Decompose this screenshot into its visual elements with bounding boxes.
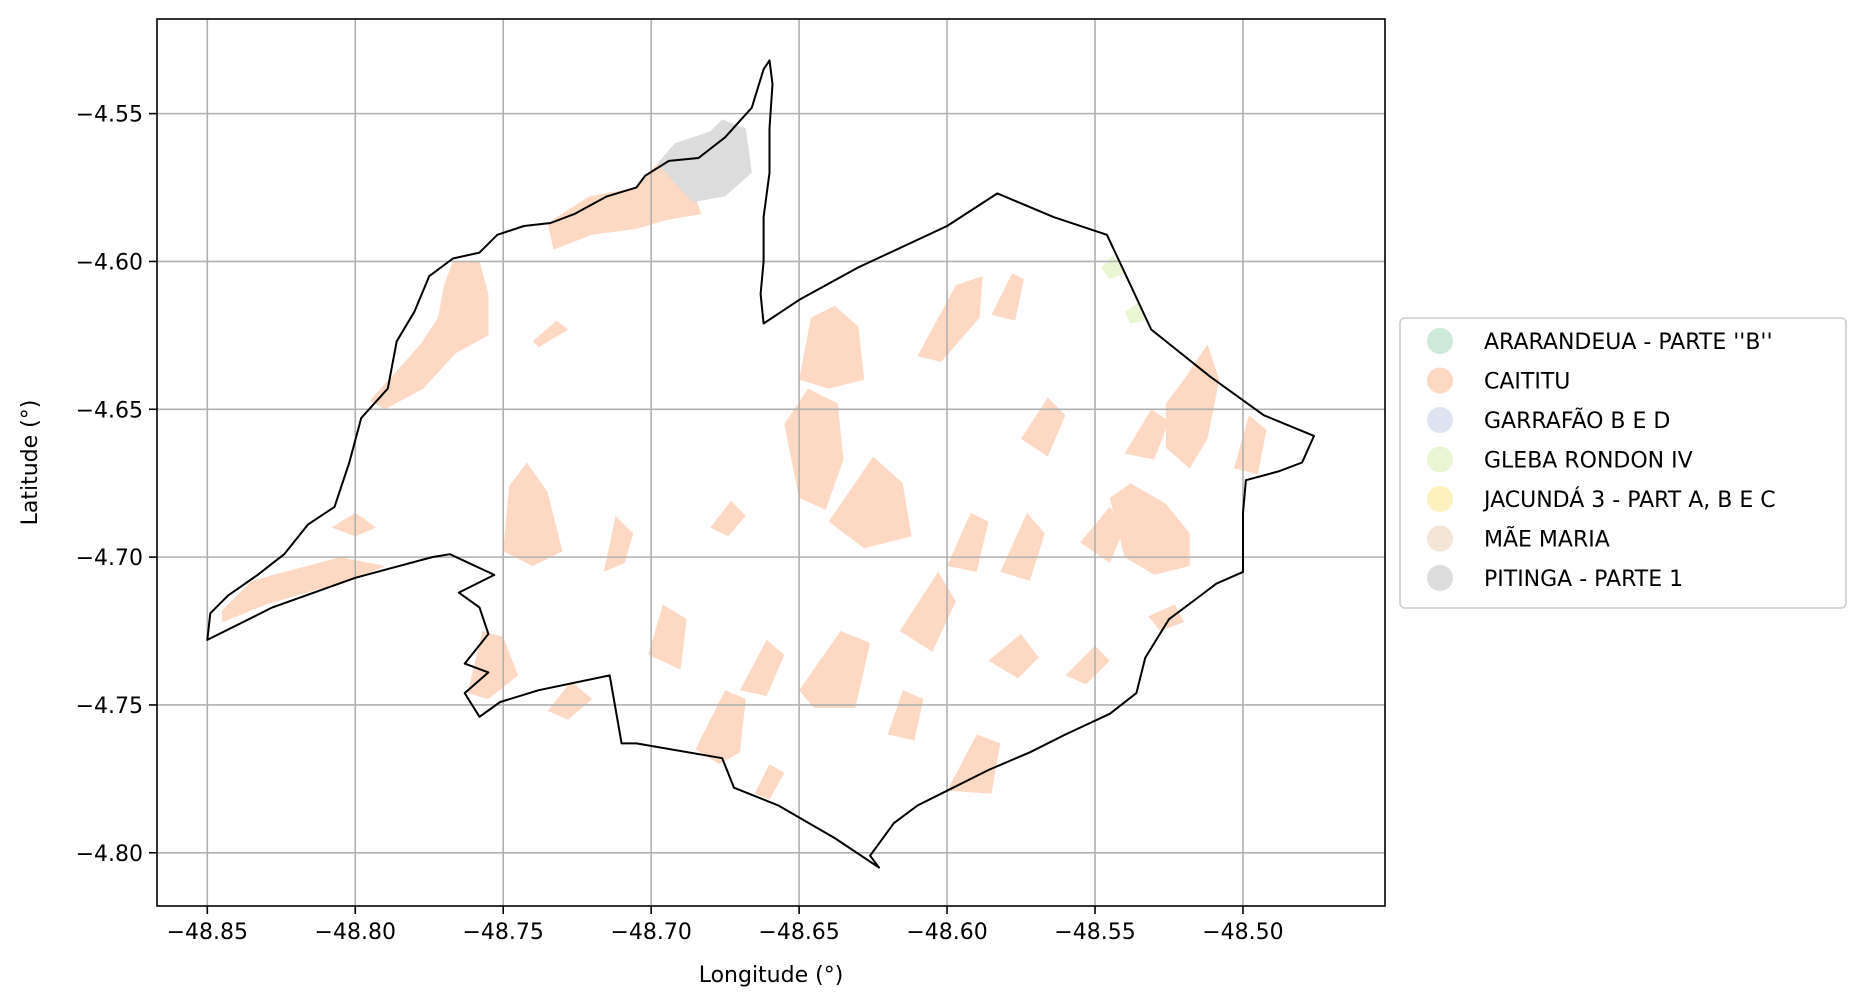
y-tick-label-2: −4.65 [76, 398, 143, 423]
region-caititu-18 [887, 690, 924, 741]
region-caititu-1 [547, 163, 702, 250]
region-caititu-14 [799, 305, 865, 389]
region-caititu-23 [1000, 512, 1045, 581]
region-caititu-12 [710, 500, 746, 537]
region-caititu-30 [1124, 409, 1169, 460]
legend-label-4: JACUNDÁ 3 - PART A, B E C [1482, 487, 1776, 513]
x-tick-label-2: −48.75 [462, 920, 543, 945]
legend: ARARANDEUA - PARTE ''B'' CAITITU GARRAFÃO … [1399, 317, 1847, 609]
x-tick-label-3: −48.70 [610, 920, 691, 945]
region-caititu-7 [547, 681, 592, 720]
legend-label-2: GARRAFÃO B E D [1484, 407, 1670, 434]
region-caititu-28 [1109, 483, 1190, 575]
region-caititu-29 [1166, 344, 1220, 469]
x-tick-label-0: −48.85 [167, 920, 248, 945]
legend-label-1: CAITITU [1484, 370, 1570, 395]
region-caititu-27 [1065, 645, 1110, 685]
region-caititu-9 [648, 604, 687, 670]
region-caititu-6 [503, 462, 563, 566]
legend-swatch-0 [1427, 328, 1453, 354]
region-gleba-rondon-iv-1 [1124, 302, 1146, 324]
region-caititu-15 [828, 456, 912, 549]
x-tick-label-5: −48.60 [906, 920, 987, 945]
region-caititu-25 [1021, 397, 1066, 457]
region-caititu-2 [532, 320, 569, 348]
region-caititu-13 [784, 388, 844, 510]
region-caititu-16 [799, 631, 871, 708]
region-caititu-21 [991, 273, 1024, 321]
region-pitinga-parte-1-0 [657, 119, 752, 203]
region-caititu-19 [947, 734, 1001, 794]
legend-swatch-6 [1427, 565, 1453, 591]
region-caititu-31 [1148, 604, 1184, 631]
legend-box [1399, 317, 1847, 609]
regions-layer [222, 119, 1267, 800]
region-caititu-22 [947, 512, 989, 572]
legend-label-0: ARARANDEUA - PARTE ''B'' [1484, 330, 1773, 355]
x-tick-labels: −48.85 −48.80 −48.75 −48.70 −48.65 −48.60 −48.… [167, 920, 1284, 945]
region-caititu-33 [739, 639, 785, 697]
region-caititu-5 [467, 631, 518, 699]
region-caititu-4 [331, 512, 376, 537]
y-tick-label-1: −4.60 [76, 250, 143, 275]
y-tick-labels: −4.55 −4.60 −4.65 −4.70 −4.75 −4.80 [76, 103, 143, 867]
x-tick-label-4: −48.65 [758, 920, 839, 945]
legend-swatch-4 [1427, 486, 1453, 512]
legend-swatch-3 [1427, 446, 1453, 473]
region-caititu-8 [603, 515, 634, 572]
x-tick-label-7: −48.50 [1202, 920, 1283, 945]
x-tick-label-1: −48.80 [315, 920, 396, 945]
region-caititu-11 [754, 764, 785, 800]
legend-swatch-5 [1427, 525, 1453, 552]
region-gleba-rondon-iv-0 [1100, 255, 1125, 280]
region-caititu-24 [988, 634, 1039, 679]
y-tick-label-0: −4.55 [76, 103, 143, 128]
x-axis-title: Longitude (°) [699, 963, 844, 988]
region-caititu-0 [370, 261, 489, 410]
y-tick-label-5: −4.80 [76, 842, 143, 867]
tick-marks [149, 112, 1244, 914]
legend-swatch-1 [1427, 367, 1453, 394]
municipality-boundary [206, 59, 1315, 869]
legend-label-3: GLEBA RONDON IV [1484, 449, 1693, 474]
boundary-layer [206, 59, 1315, 869]
x-tick-label-6: −48.55 [1054, 920, 1135, 945]
plot-frame [156, 18, 1386, 907]
legend-label-6: PITINGA - PARTE 1 [1484, 567, 1683, 592]
region-caititu-32 [1234, 415, 1267, 475]
region-caititu-26 [1080, 506, 1125, 563]
y-tick-label-4: −4.75 [76, 694, 143, 719]
region-caititu-20 [917, 276, 983, 362]
region-caititu-3 [222, 557, 385, 623]
legend-swatch-2 [1427, 407, 1453, 433]
region-caititu-17 [899, 571, 956, 652]
legend-label-5: MÃE MARIA [1484, 526, 1610, 553]
y-tick-label-3: −4.70 [76, 546, 143, 571]
region-caititu-10 [695, 690, 746, 765]
y-axis-title: Latitude (°) [18, 400, 43, 526]
